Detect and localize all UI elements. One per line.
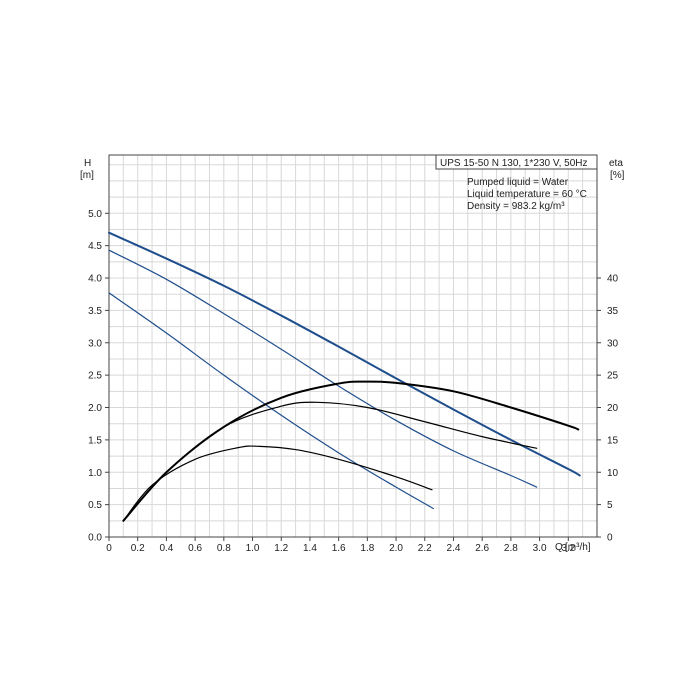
y-right-tick-label: 10 [607,468,619,479]
x-tick-label: 0.6 [188,543,202,554]
info-density: Density = 983.2 kg/m³ [467,201,565,212]
x-tick-label: 1.4 [303,543,317,554]
y-left-tick-label: 1.5 [88,435,102,446]
head-curve-1 [108,231,581,477]
y-left-tick-label: 2.5 [88,371,102,382]
x-tick-label: 1.8 [360,543,374,554]
y-left-tick-label: 5.0 [88,209,102,220]
y-left-tick-label: 4.5 [88,241,102,252]
y-left-tick-label: 0.0 [88,533,102,544]
y-left-tick-label: 1.0 [88,468,102,479]
x-tick-label: 0.8 [217,543,231,554]
x-tick-label: 0.2 [131,543,145,554]
x-tick-label: 2.0 [389,543,403,554]
x-tick-label: 2.4 [447,543,461,554]
y-left-tick-label: 0.5 [88,500,102,511]
y-left-tick-label: 3.5 [88,306,102,317]
grid [109,155,597,537]
y-left-tick-label: 3.0 [88,338,102,349]
y-right-tick-label: 35 [607,306,619,317]
y-right-tick-label: 25 [607,371,619,382]
series-layer [108,231,581,522]
chart-title: UPS 15-50 N 130, 1*230 V, 50Hz [440,158,588,169]
y-right-axis-label: eta [609,158,623,169]
x-tick-label: 2.6 [475,543,489,554]
info-liquid-temperature: Liquid temperature = 60 °C [467,189,587,200]
y-right-tick-label: 0 [607,533,613,544]
x-tick-label: 1.0 [246,543,260,554]
y-right-tick-label: 5 [607,500,613,511]
ticks: 0 0.2 0.4 0.6 0.8 1.0 1.2 1.4 1.6 1.8 2.0 2.2 2.4 2.6… [88,209,618,554]
info-pumped-liquid: Pumped liquid = Water [467,177,569,188]
x-tick-label: 2.8 [504,543,518,554]
x-tick-label: 0.4 [159,543,173,554]
efficiency-curve-5 [122,401,538,522]
head-curve-2 [108,249,538,488]
title-box [435,154,598,170]
x-axis-label: Q [555,542,563,553]
plot-frame [108,154,598,538]
y-right-tick-label: 30 [607,338,619,349]
head-curve-3 [108,292,434,510]
y-left-tick-label: 4.0 [88,274,102,285]
y-right-axis-unit: [%] [610,170,625,181]
y-left-axis-label: H [84,158,91,169]
x-axis-unit: [m³/h] [565,542,591,553]
x-tick-label: 1.2 [274,543,288,554]
y-right-tick-label: 20 [607,403,619,414]
y-right-tick-label: 40 [607,274,619,285]
x-tick-label: 2.2 [418,543,432,554]
efficiency-curve-6 [122,445,433,522]
x-tick-label: 0 [106,543,112,554]
y-left-axis-unit: [m] [80,170,94,181]
y-right-tick-label: 15 [607,435,619,446]
x-tick-label: 3.2 [561,543,575,554]
y-left-tick-label: 2.0 [88,403,102,414]
x-tick-label: 3.0 [533,543,547,554]
x-tick-label: 1.6 [332,543,346,554]
